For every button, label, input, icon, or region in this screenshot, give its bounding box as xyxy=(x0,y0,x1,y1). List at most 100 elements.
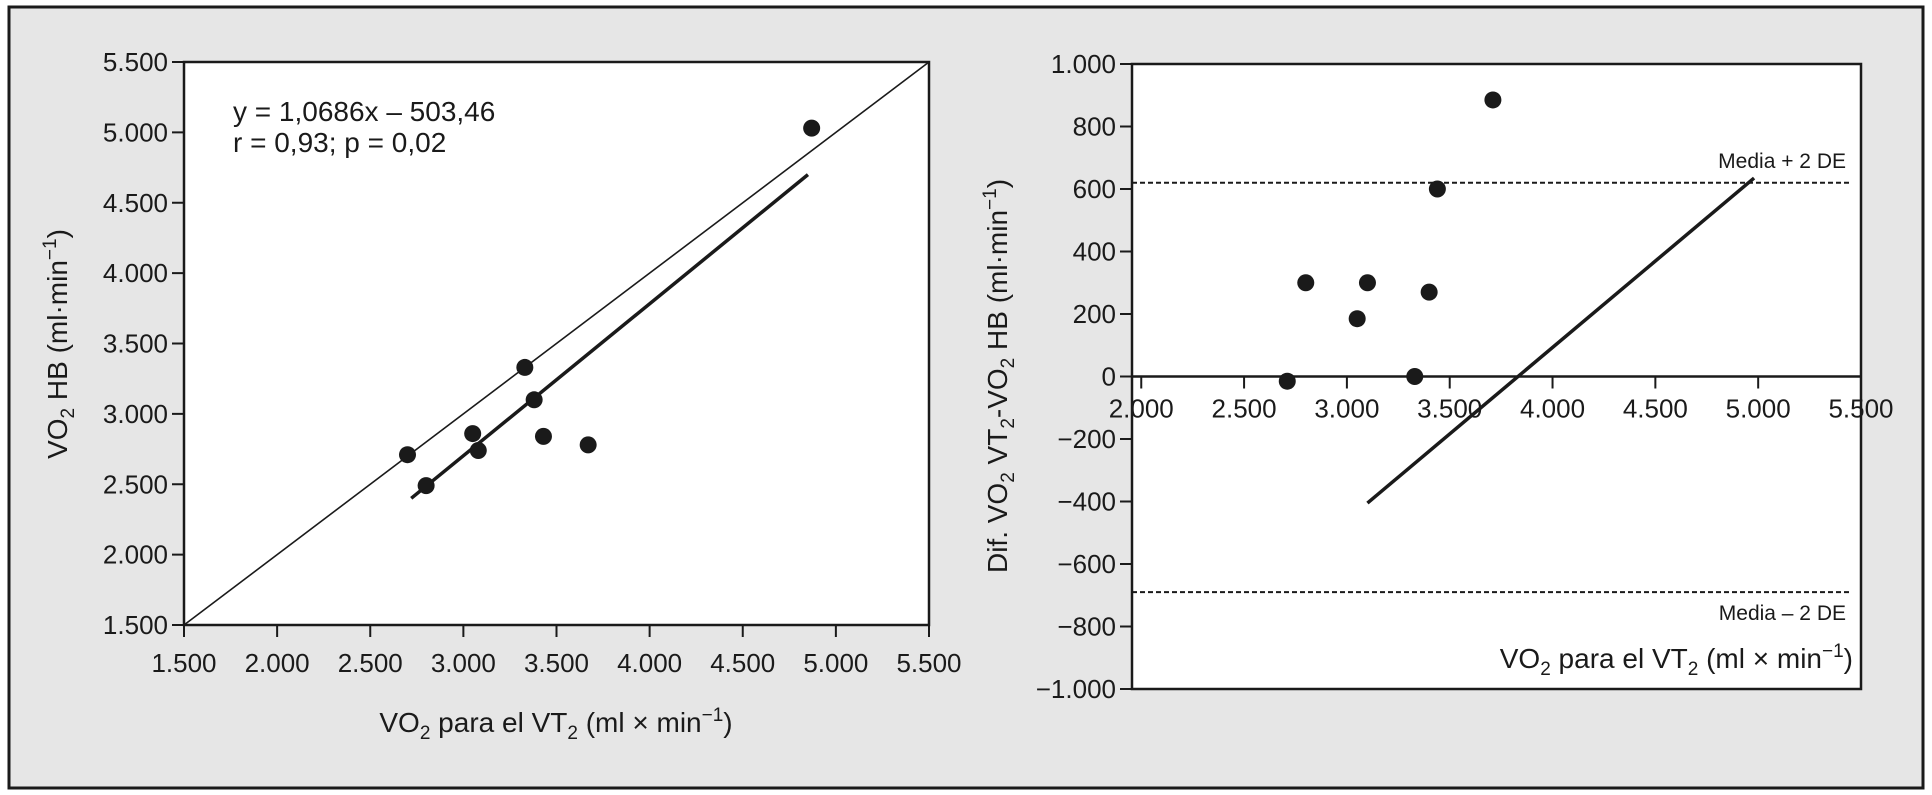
x-tick-label: 4.000 xyxy=(1520,394,1585,424)
x-tick-label: 3.000 xyxy=(431,648,496,678)
x-title-right-close: ) xyxy=(1844,643,1853,674)
y-tick-label: −200 xyxy=(1057,424,1116,454)
x-tick-label: 5.500 xyxy=(1828,394,1893,424)
y-title-right-mid: VT xyxy=(982,429,1013,473)
y-tick-label: 2.500 xyxy=(103,469,168,499)
points-right xyxy=(1278,91,1502,390)
y-axis-title-left: VO2 HB (ml·min−1) xyxy=(40,229,79,459)
x-tick-label: 5.000 xyxy=(1726,394,1791,424)
reference-line-label: Media – 2 DE xyxy=(1719,602,1846,625)
x-tick-label: 2.000 xyxy=(1109,394,1174,424)
y-tick-label: 1.500 xyxy=(103,610,168,640)
data-point xyxy=(469,441,487,459)
points-left xyxy=(399,119,821,495)
x-tick-label: 5.000 xyxy=(803,648,868,678)
x-tick-label: 3.500 xyxy=(524,648,589,678)
x-title-left-close: ) xyxy=(723,707,732,738)
y-tick-label: −800 xyxy=(1057,612,1116,642)
y-title-right-sub1: 2 xyxy=(998,472,1019,483)
data-point xyxy=(1348,310,1366,328)
y-tick-label: 5.500 xyxy=(103,47,168,77)
x-ticks-right: 2.000 2.500 3.000 3.500 4.000 4.500 5.000 5.500 xyxy=(1109,376,1894,424)
y-tick-label: 0 xyxy=(1102,362,1116,392)
y-tick-label: −1.000 xyxy=(1036,674,1116,704)
x-tick-label: 4.000 xyxy=(617,648,682,678)
data-point xyxy=(525,391,543,409)
y-title-left-sup: −1 xyxy=(40,238,61,260)
trend-line xyxy=(1366,176,1756,505)
y-title-right-close: ) xyxy=(982,179,1013,188)
x-tick-label: 2.500 xyxy=(1212,394,1277,424)
reference-line-label: Media + 2 DE xyxy=(1718,150,1846,173)
x-tick-label: 2.000 xyxy=(245,648,310,678)
regression-equation: y = 1,0686x – 503,46 xyxy=(233,96,495,127)
data-point xyxy=(534,427,552,445)
x-tick-label: 3.000 xyxy=(1314,394,1379,424)
x-title-left-main: VO xyxy=(379,707,419,738)
y-title-left-close: ) xyxy=(42,229,73,238)
scatter-panel-right: 2.000 2.500 3.000 3.500 4.000 4.500 5.000 5.500… xyxy=(980,49,1894,704)
y-tick-label: 2.000 xyxy=(103,540,168,570)
y-title-left-mid: HB (ml·min xyxy=(42,260,73,408)
x-tick-label: 4.500 xyxy=(1623,394,1688,424)
data-point xyxy=(1278,372,1296,390)
data-point xyxy=(417,477,435,495)
x-title-left-sub2: 2 xyxy=(567,723,578,744)
x-title-right-main: VO xyxy=(1500,643,1540,674)
y-tick-label: 4.000 xyxy=(103,258,168,288)
scatter-panel-left: 1.500 2.000 2.500 3.000 3.500 4.000 4.500 5.000… xyxy=(40,47,962,744)
y-title-right-sub3: 2 xyxy=(998,358,1019,369)
x-tick-label: 3.500 xyxy=(1417,394,1482,424)
y-title-right-sub2: 2 xyxy=(998,418,1019,429)
data-point xyxy=(1428,180,1446,198)
correlation-stats: r = 0,93; p = 0,02 xyxy=(233,127,446,158)
x-title-right-mid: para el VT xyxy=(1551,643,1688,674)
x-title-left-sup: −1 xyxy=(702,705,724,726)
reference-labels-right: Media + 2 DE Media – 2 DE xyxy=(1718,150,1846,625)
y-tick-label: 5.000 xyxy=(103,117,168,147)
x-title-right-sub2: 2 xyxy=(1688,659,1699,680)
y-ticks-right: −1.000 −800 −600 −400 −200 0 200 400 600 800 1.000 xyxy=(1036,49,1132,704)
y-axis-title-right: Dif. VO2 VT2-VO2 HB (ml·min−1) xyxy=(980,179,1019,573)
x-title-right-sup: −1 xyxy=(1822,641,1844,662)
x-tick-label: 2.500 xyxy=(338,648,403,678)
x-axis-title-left: VO2 para el VT2 (ml × min−1) xyxy=(379,705,732,744)
x-title-right-sub1: 2 xyxy=(1540,659,1551,680)
y-title-left-sub1: 2 xyxy=(58,408,79,419)
y-ticks-left: 1.500 2.000 2.500 3.000 3.500 4.000 4.500 5.000… xyxy=(103,47,184,640)
y-title-left-main: VO xyxy=(42,418,73,458)
y-tick-label: 4.500 xyxy=(103,188,168,218)
x-tick-label: 5.500 xyxy=(896,648,961,678)
y-tick-label: −400 xyxy=(1057,487,1116,517)
x-axis-title-right: VO2 para el VT2 (ml × min−1) xyxy=(1500,641,1853,680)
y-tick-label: 200 xyxy=(1073,299,1116,329)
x-title-right-unit: (ml × min xyxy=(1698,643,1822,674)
data-point xyxy=(1297,274,1315,292)
y-title-right-sup: −1 xyxy=(980,188,1001,210)
data-point xyxy=(1406,368,1424,385)
x-title-left-sub1: 2 xyxy=(420,723,431,744)
y-tick-label: 600 xyxy=(1073,174,1116,204)
data-point xyxy=(803,119,821,137)
data-point xyxy=(1484,91,1502,109)
y-tick-label: 3.500 xyxy=(103,329,168,359)
data-point xyxy=(1358,274,1376,292)
data-point xyxy=(516,358,534,376)
x-title-left-unit: (ml × min xyxy=(578,707,702,738)
y-tick-label: −600 xyxy=(1057,549,1116,579)
y-tick-label: 400 xyxy=(1073,237,1116,267)
data-point xyxy=(1420,283,1438,301)
data-point xyxy=(579,436,597,454)
y-tick-label: 3.000 xyxy=(103,399,168,429)
x-title-left-mid: para el VT xyxy=(430,707,567,738)
x-ticks-left: 1.500 2.000 2.500 3.000 3.500 4.000 4.500 5.000… xyxy=(151,625,962,678)
identity-line xyxy=(183,61,930,626)
data-point xyxy=(399,446,416,464)
x-tick-label: 4.500 xyxy=(710,648,775,678)
y-title-right-mid3: HB (ml·min xyxy=(982,210,1013,358)
y-tick-label: 1.000 xyxy=(1051,49,1116,79)
data-point xyxy=(464,425,482,443)
y-tick-label: 800 xyxy=(1073,112,1116,142)
x-tick-label: 1.500 xyxy=(151,648,216,678)
